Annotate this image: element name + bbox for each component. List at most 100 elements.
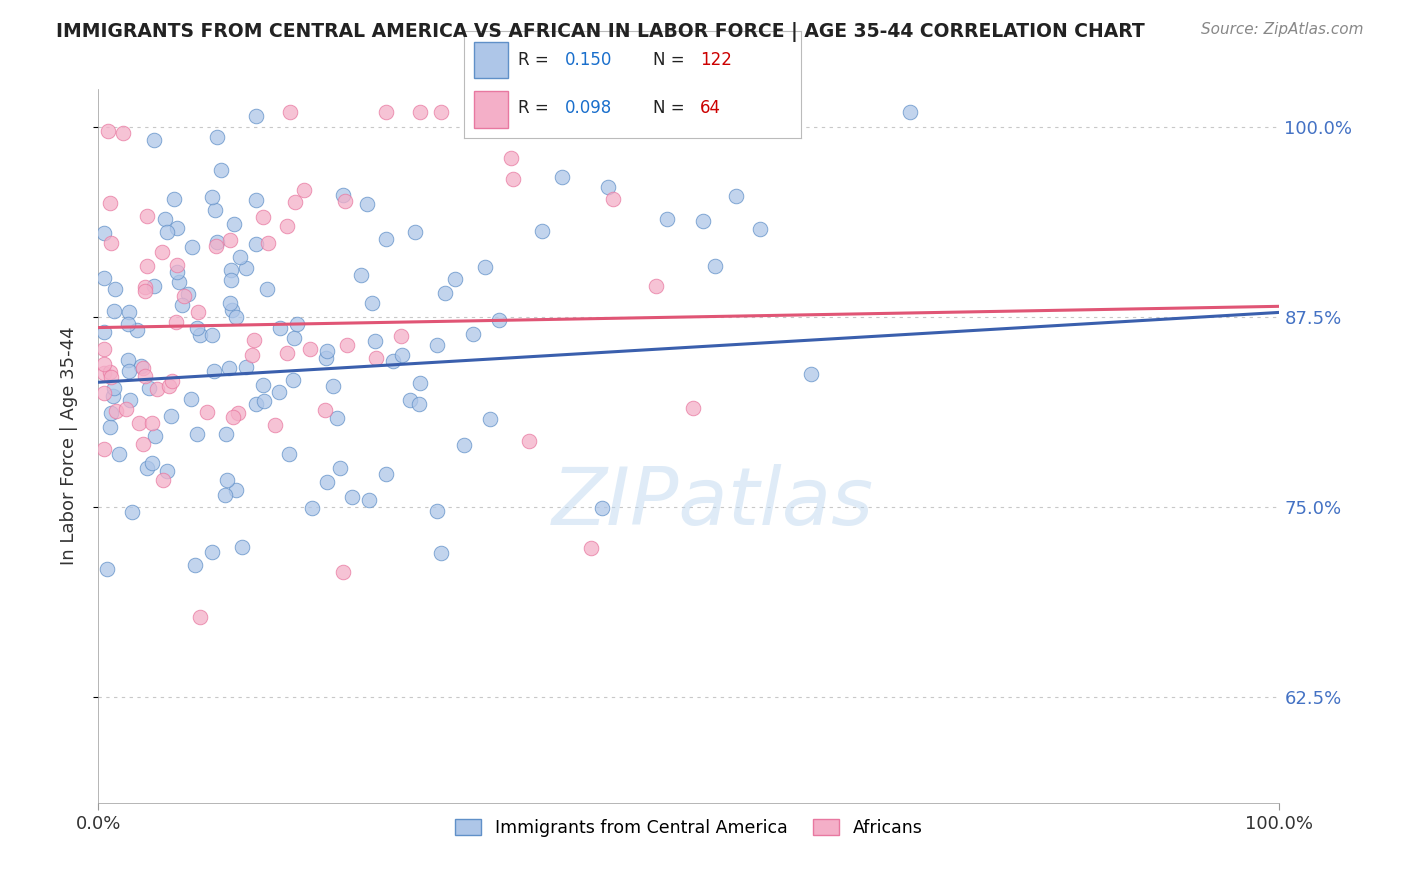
Y-axis label: In Labor Force | Age 35-44: In Labor Force | Age 35-44: [59, 326, 77, 566]
Point: [374, 232, 396, 246]
Point: [598, 179, 620, 194]
Point: [430, 546, 453, 560]
Point: [215, 426, 238, 441]
Point: [204, 202, 226, 217]
Point: [177, 287, 200, 301]
Point: [170, 298, 193, 312]
Point: [332, 565, 354, 579]
Point: [429, 105, 451, 120]
Point: [118, 304, 141, 318]
Point: [252, 378, 274, 392]
Point: [98, 365, 121, 379]
Point: [287, 317, 309, 331]
Point: [316, 344, 339, 359]
Point: [276, 346, 298, 360]
Point: [157, 379, 180, 393]
Point: [245, 397, 267, 411]
Point: [375, 467, 398, 481]
Point: [340, 490, 363, 504]
Point: [156, 225, 179, 239]
Point: [100, 235, 122, 250]
Point: [103, 381, 125, 395]
Point: [645, 278, 668, 293]
Point: [433, 286, 456, 301]
Point: [143, 133, 166, 147]
Point: [898, 105, 921, 120]
Point: [364, 334, 387, 348]
Point: [253, 393, 276, 408]
Point: [501, 151, 523, 165]
Point: [478, 412, 501, 426]
Point: [225, 483, 247, 497]
Point: [187, 305, 209, 319]
Point: [579, 541, 602, 556]
Point: [186, 426, 208, 441]
Point: [145, 429, 167, 443]
Text: IMMIGRANTS FROM CENTRAL AMERICA VS AFRICAN IN LABOR FORCE | AGE 35-44 CORRELATIO: IMMIGRANTS FROM CENTRAL AMERICA VS AFRIC…: [56, 22, 1144, 42]
Point: [93, 271, 115, 285]
Text: R =: R =: [517, 51, 554, 69]
Point: [97, 124, 120, 138]
Point: [242, 333, 264, 347]
Point: [235, 359, 257, 374]
Point: [453, 437, 475, 451]
Point: [195, 405, 218, 419]
Point: [682, 105, 704, 120]
Point: [364, 351, 387, 366]
Point: [93, 342, 115, 356]
Legend: Immigrants from Central America, Africans: Immigrants from Central America, African…: [447, 813, 931, 844]
Point: [252, 211, 274, 225]
Point: [121, 505, 143, 519]
Point: [93, 385, 115, 400]
Point: [134, 284, 156, 298]
Point: [409, 105, 432, 120]
Point: [101, 389, 124, 403]
Point: [269, 320, 291, 334]
Point: [391, 348, 413, 362]
Point: [180, 392, 202, 406]
Point: [125, 323, 148, 337]
Point: [356, 197, 378, 211]
Point: [96, 562, 118, 576]
Point: [409, 376, 432, 390]
Point: [159, 409, 181, 423]
Point: [231, 540, 253, 554]
Point: [166, 265, 188, 279]
Point: [93, 325, 115, 339]
Point: [117, 317, 139, 331]
Point: [215, 473, 238, 487]
Point: [281, 374, 304, 388]
Point: [111, 126, 134, 140]
Point: [748, 222, 770, 236]
Text: R =: R =: [517, 99, 554, 117]
Point: [135, 209, 157, 223]
Point: [100, 406, 122, 420]
Point: [150, 244, 173, 259]
Point: [278, 447, 301, 461]
Point: [245, 110, 267, 124]
Point: [146, 383, 169, 397]
Point: [292, 183, 315, 197]
Point: [93, 442, 115, 457]
Point: [117, 353, 139, 368]
Point: [209, 163, 232, 178]
Point: [692, 214, 714, 228]
Point: [132, 361, 155, 376]
Point: [404, 225, 426, 239]
Text: Source: ZipAtlas.com: Source: ZipAtlas.com: [1201, 22, 1364, 37]
Point: [117, 364, 139, 378]
Point: [551, 170, 574, 185]
Point: [222, 409, 245, 424]
Point: [100, 370, 122, 384]
Text: N =: N =: [652, 99, 690, 117]
Point: [240, 348, 263, 362]
Point: [329, 460, 352, 475]
Point: [93, 367, 115, 381]
Point: [166, 221, 188, 235]
Point: [114, 401, 136, 416]
Bar: [474, 91, 508, 128]
Point: [186, 321, 208, 335]
Point: [326, 411, 349, 425]
Point: [530, 224, 553, 238]
Point: [201, 189, 224, 203]
